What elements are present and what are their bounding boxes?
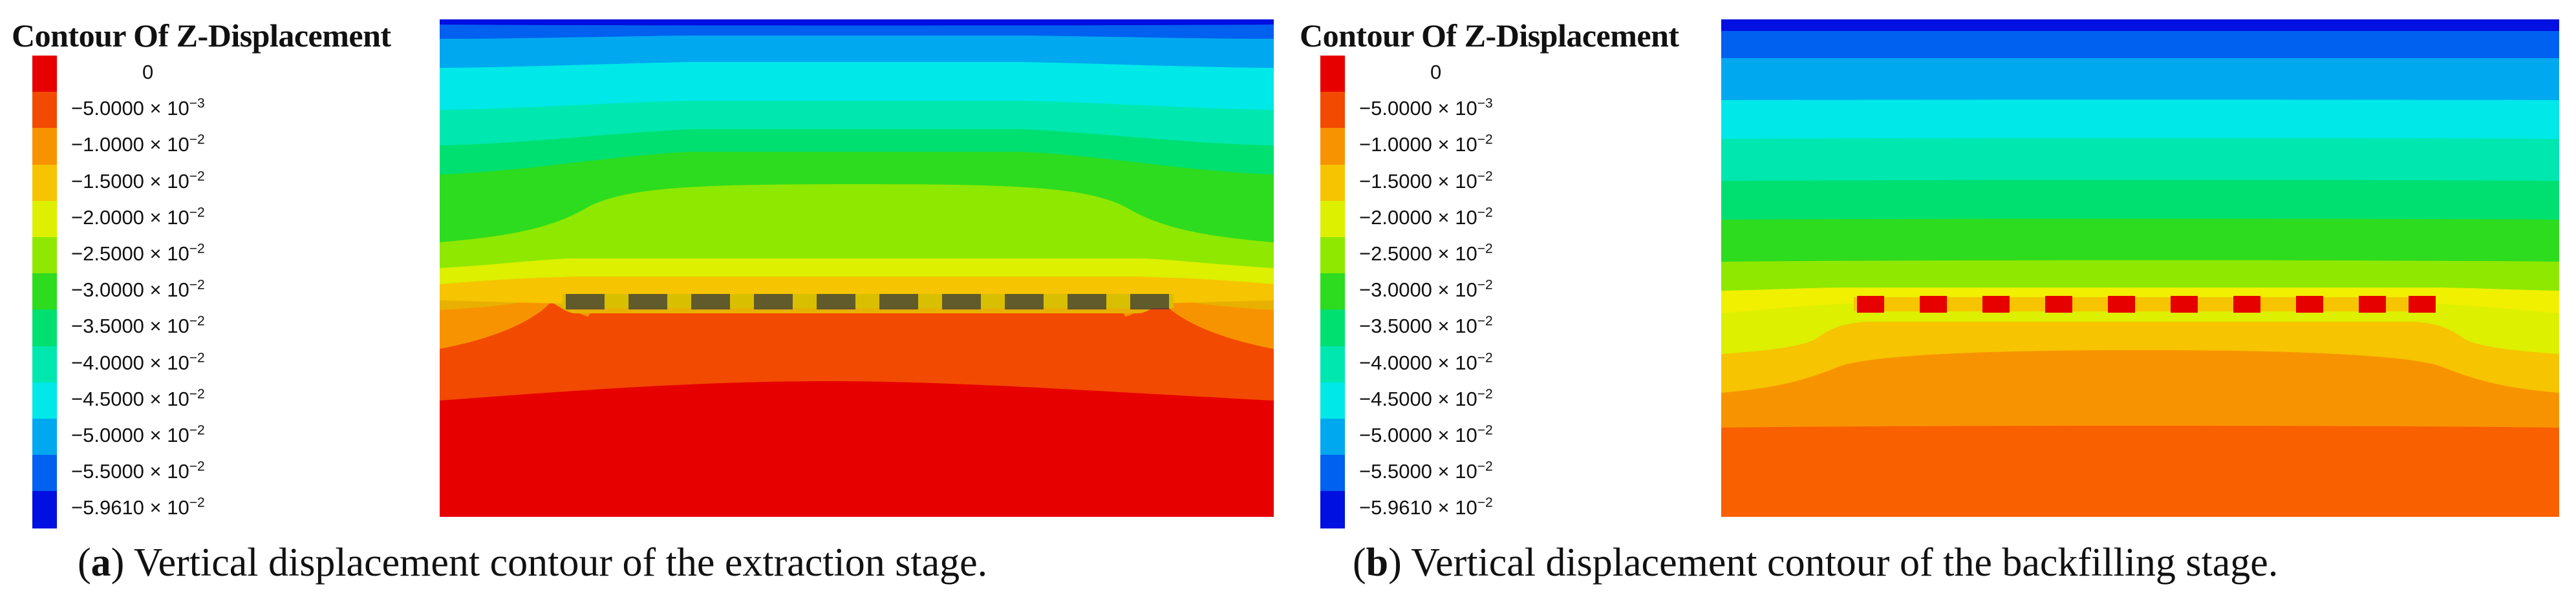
legend-title: Contour Of Z-Displacement [1300,17,1679,54]
legend-label: −4.5000 × 10−2 [71,386,205,410]
legend-label: −3.0000 × 10−2 [71,277,205,302]
panel-extraction-stage: Contour Of Z-Displacement 0 −5.0000 × 10−… [12,17,1274,585]
backfill-block [2108,296,2135,313]
legend-swatch [32,419,57,456]
legend-swatch [1320,128,1345,165]
legend-swatch [1320,237,1345,275]
contour-plot-extraction [440,19,1274,517]
legend-swatch [1320,273,1345,311]
contour-plot-backfilling [1721,19,2559,517]
legend-swatch [32,237,57,275]
backfill-block [1857,296,1884,313]
legend-swatch [32,164,57,202]
backfill-block [2409,296,2436,313]
caption-label: a [91,541,111,585]
legend-swatch [1320,92,1345,129]
legend-label: −1.5000 × 10−2 [71,169,205,193]
backfill-block [1982,296,2010,313]
panel-backfilling-stage: Contour Of Z-Displacement 0 −5.0000 × 10−… [1288,0,2576,606]
cavity [1130,294,1169,309]
legend-label: −2.5000 × 10−2 [1359,241,1493,265]
legend-swatch [1320,309,1345,347]
band-12 [1721,19,2559,31]
extraction-cavities [563,294,1174,309]
cavity [1005,294,1044,309]
legend-swatch [32,382,57,419]
cavity [628,294,667,309]
legend-label: −2.5000 × 10−2 [71,241,205,265]
backfill-block [2359,296,2386,313]
legend-swatch [32,309,57,347]
backfill-block [2045,296,2072,313]
legend-label: −5.5000 × 10−2 [71,459,205,483]
legend-swatch [32,491,57,528]
legend-swatch [1320,200,1345,238]
backfilled-cavities [1854,296,2436,313]
cavity [942,294,981,309]
legend-swatch [32,200,57,238]
legend-swatch [1320,346,1345,383]
legend-swatch [1320,455,1345,492]
band-12 [440,19,1274,26]
legend-swatch [32,273,57,311]
legend-label: −1.0000 × 10−2 [71,132,205,156]
legend-swatch [1320,419,1345,456]
legend-swatch [32,56,57,93]
legend-label: −5.0000 × 10−2 [71,423,205,446]
color-legend-bar [1320,56,1345,528]
legend-label: −5.0000 × 10−3 [71,96,205,120]
legend-swatch [1320,382,1345,419]
caption-text: Vertical displacement contour of the ext… [133,541,988,585]
caption-text: Vertical displacement contour of the bac… [1411,541,2279,585]
legend-swatch [32,92,57,129]
legend-label: −3.5000 × 10−2 [1359,314,1493,338]
figure-caption: (a) Vertical displacement contour of the… [78,541,988,585]
cavity [754,294,793,309]
legend-swatch [32,455,57,492]
legend-label: −2.0000 × 10−2 [71,205,205,229]
legend-label: −5.9610 × 10−2 [71,496,205,519]
legend-label: 0 [142,61,154,83]
legend-swatch [32,346,57,383]
legend-label: −4.5000 × 10−2 [1359,386,1493,410]
legend-label: −4.0000 × 10−2 [71,350,205,374]
legend-title: Contour Of Z-Displacement [12,17,391,54]
legend-swatch [1320,56,1345,93]
caption-label: b [1366,541,1389,585]
contour-svg [1721,19,2559,517]
legend-swatch [32,128,57,165]
color-legend-bar [32,56,57,528]
cavity [879,294,918,309]
cavity [566,294,605,309]
cavity [817,294,855,309]
legend-label: −1.5000 × 10−2 [1359,169,1493,193]
legend-label: −5.5000 × 10−2 [1359,459,1493,483]
legend-label: −3.5000 × 10−2 [71,314,205,338]
legend-label: −5.0000 × 10−2 [1359,423,1493,446]
legend-swatch [1320,164,1345,202]
backfill-block [2171,296,2198,313]
contour-svg [440,19,1274,517]
legend-label: −3.0000 × 10−2 [1359,277,1493,302]
legend-label: −5.9610 × 10−2 [1359,496,1493,519]
cavity [1068,294,1106,309]
backfill-block [2233,296,2260,313]
legend-label: −4.0000 × 10−2 [1359,350,1493,374]
legend-label: −1.0000 × 10−2 [1359,132,1493,156]
backfill-block [2296,296,2323,313]
legend-swatch [1320,491,1345,528]
legend-label: −2.0000 × 10−2 [1359,205,1493,229]
cavity [691,294,730,309]
backfill-block [1920,296,1947,313]
legend-label: 0 [1430,61,1442,83]
legend-label: −5.0000 × 10−3 [1359,96,1493,120]
figure-caption: (b) Vertical displacement contour of the… [1353,541,2279,585]
